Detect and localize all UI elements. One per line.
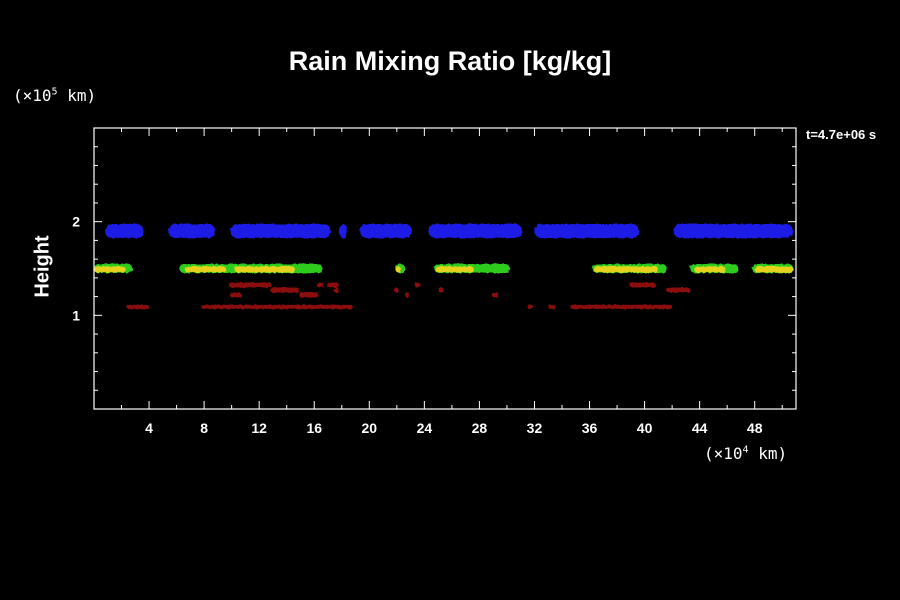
x-tick-label: 16	[306, 420, 322, 436]
x-axis-unit-base: (×10	[704, 444, 743, 463]
rain-band-middle-core-5	[593, 266, 659, 273]
rain-band-middle-core-7	[754, 266, 794, 273]
y-tick-label: 1	[72, 307, 80, 323]
y-axis-unit: (×105 km)	[13, 86, 96, 105]
rain-band-upper-2	[230, 224, 331, 239]
rain-band-middle-core-6	[694, 266, 726, 273]
rain-band-upper-5	[428, 224, 523, 239]
rain-band-lowest-5	[608, 304, 642, 309]
rain-band-middle-core-2	[234, 266, 295, 273]
rain-band-lower-11	[405, 292, 410, 298]
y-axis-unit-base: (×10	[13, 86, 52, 105]
x-axis-unit: (×104 km)	[704, 444, 787, 463]
x-tick-label: 36	[582, 420, 598, 436]
y-axis-unit-suffix: km)	[57, 86, 97, 105]
rain-band-upper-7	[673, 224, 794, 239]
plot-frame	[93, 127, 797, 410]
rain-band-middle-core-4	[435, 266, 474, 273]
x-tick-label: 28	[472, 420, 488, 436]
chart-title: Rain Mixing Ratio [kg/kg]	[288, 46, 612, 76]
x-tick-label: 44	[692, 420, 708, 436]
rain-band-lower-10	[394, 287, 399, 293]
rain-band-lower-15	[629, 282, 656, 288]
x-tick-label: 40	[637, 420, 653, 436]
rain-band-lower-8	[304, 292, 319, 298]
x-tick-label: 48	[747, 420, 763, 436]
rain-band-lower-6	[248, 282, 265, 288]
time-annotation: t=4.7e+06 s	[806, 127, 877, 142]
rain-band-lower-12	[414, 282, 421, 288]
y-tick-label: 2	[72, 214, 80, 230]
rain-band-lower-5	[230, 292, 242, 298]
rain-band-lowest-1	[201, 304, 353, 309]
rain-band-upper-4	[359, 224, 412, 239]
rain-band-middle-core-1	[184, 266, 227, 273]
rain-band-lower-13	[438, 287, 444, 293]
rain-band-lowest-3	[548, 304, 556, 309]
rain-band-lower-9	[326, 282, 340, 288]
x-tick-label: 32	[527, 420, 543, 436]
rain-band-lowest-2	[527, 304, 534, 309]
rain-band-lower-3	[316, 282, 324, 288]
rain-band-lower-14	[491, 292, 499, 298]
rain-band-upper-0	[105, 224, 144, 239]
rain-band-upper-1	[168, 224, 216, 239]
x-tick-label: 20	[362, 420, 378, 436]
data-layer	[94, 224, 794, 309]
rain-band-lower-16	[666, 287, 691, 293]
rain-band-lower-4	[333, 287, 340, 293]
rain-band-middle-core-0	[94, 266, 126, 273]
x-axis-unit-suffix: km)	[748, 444, 788, 463]
rain-band-lower-7	[270, 287, 300, 293]
x-tick-label: 8	[200, 420, 208, 436]
x-axis-unit-exponent: 4	[742, 444, 749, 456]
x-tick-label: 12	[251, 420, 267, 436]
x-tick-label: 4	[145, 420, 153, 436]
rain-band-middle-core-3	[395, 266, 401, 273]
rain-band-upper-3	[339, 224, 348, 239]
y-axis-unit-exponent: 5	[51, 86, 58, 98]
x-tick-label: 24	[417, 420, 433, 436]
rain-band-lowest-0	[127, 304, 150, 309]
rain-band-upper-6	[534, 224, 640, 239]
